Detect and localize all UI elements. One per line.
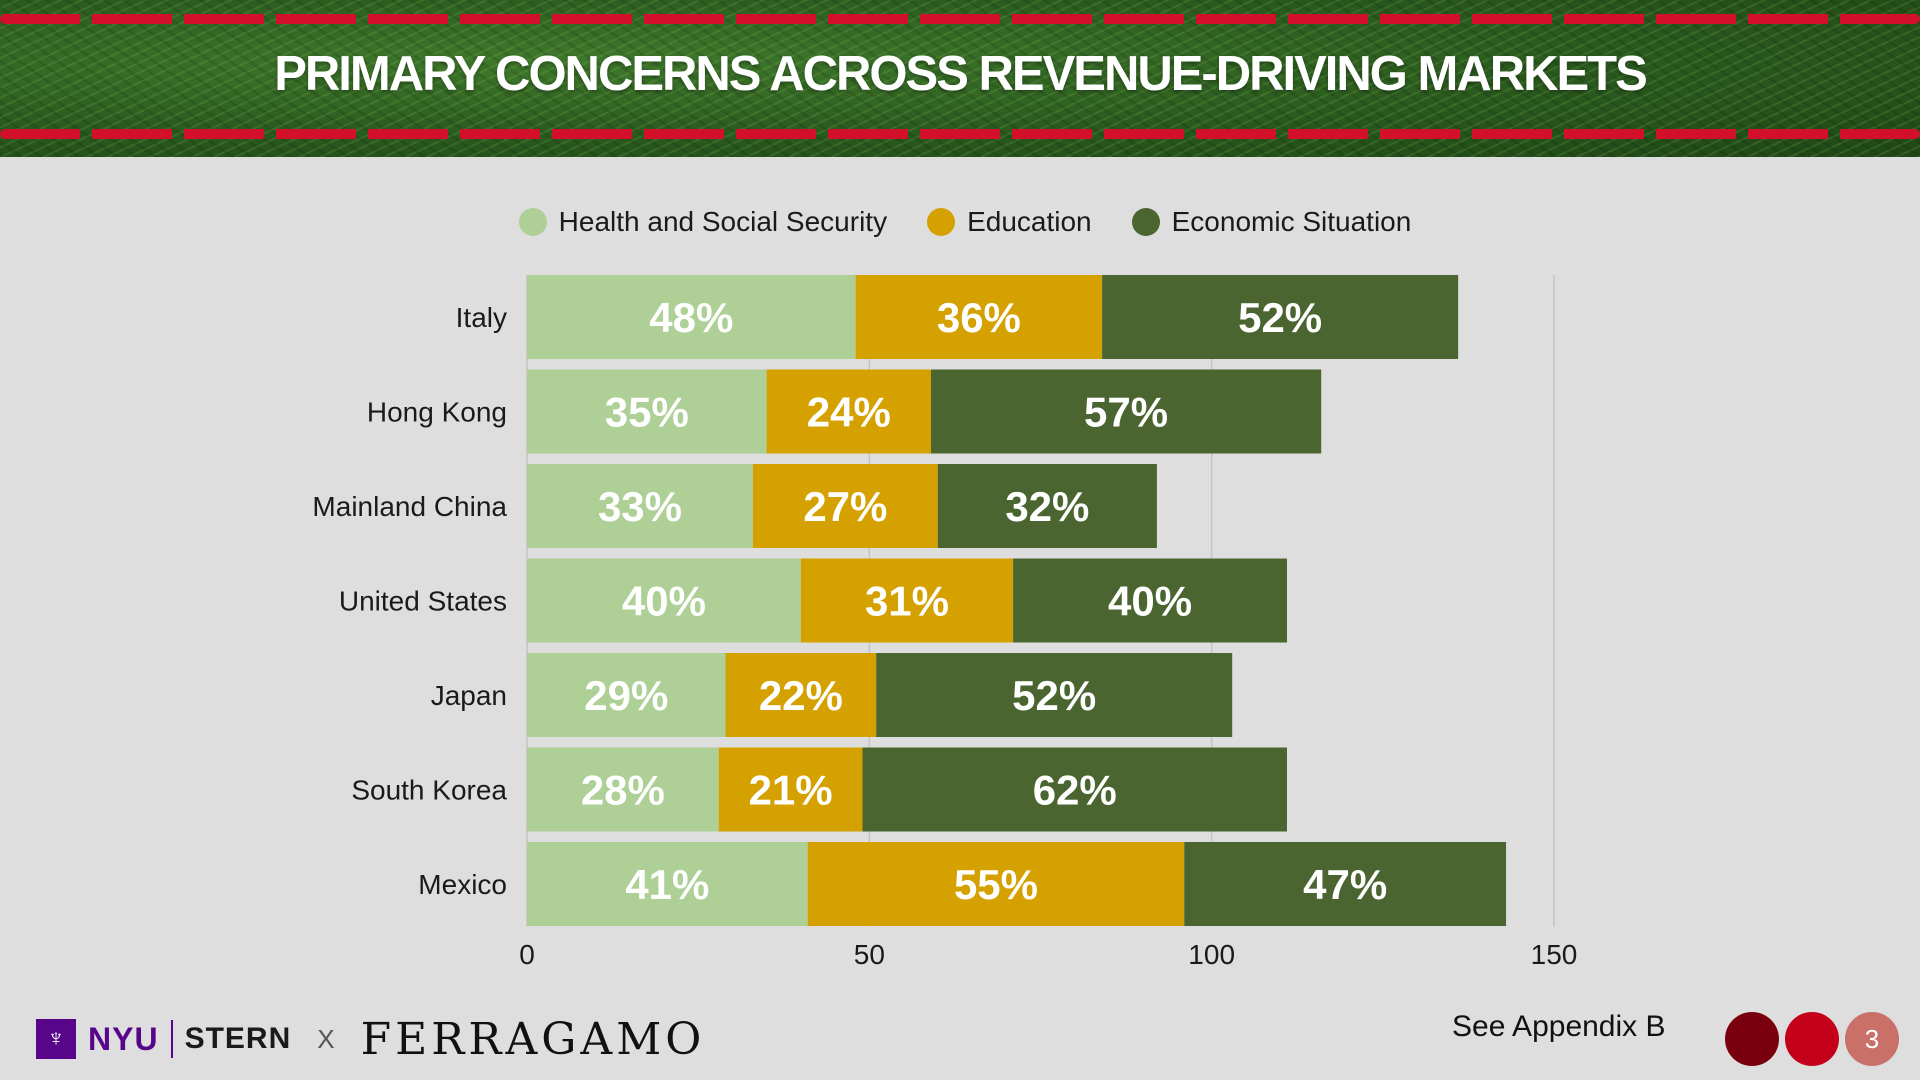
bar-value-label: 28% bbox=[581, 767, 665, 814]
x-tick-label: 150 bbox=[1531, 939, 1578, 970]
category-label: South Korea bbox=[351, 775, 507, 806]
bar-segment bbox=[862, 747, 1287, 832]
bar-value-label: 36% bbox=[937, 294, 1021, 341]
bar-value-label: 52% bbox=[1012, 672, 1096, 719]
bar-segment bbox=[527, 558, 801, 643]
stacked-bar-chart: 0 50 100 150 Italy 48% 36% 52% Hong Kong 35% 24% 57… bbox=[312, 275, 1578, 970]
bar-segment bbox=[752, 464, 938, 548]
nyu-wordmark: NYU bbox=[88, 1020, 159, 1057]
bar-segment bbox=[527, 842, 808, 926]
bar-value-label: 57% bbox=[1084, 389, 1168, 436]
category-label: Mainland China bbox=[312, 491, 507, 522]
x-tick-label: 100 bbox=[1188, 939, 1235, 970]
bar-segment bbox=[527, 747, 719, 832]
bar-value-label: 40% bbox=[622, 578, 706, 625]
bar-segment bbox=[1102, 275, 1459, 359]
x-tick-label: 0 bbox=[519, 939, 535, 970]
decor-circle-dark bbox=[1725, 1012, 1779, 1066]
bar-value-label: 27% bbox=[803, 483, 887, 530]
bar-value-label: 22% bbox=[759, 672, 843, 719]
bar-value-label: 47% bbox=[1303, 861, 1387, 908]
legend-label: Health and Social Security bbox=[558, 206, 888, 237]
bar-value-label: 33% bbox=[598, 483, 682, 530]
bar-segment bbox=[527, 275, 856, 359]
x-tick-label: 50 bbox=[854, 939, 885, 970]
bar-segment bbox=[855, 275, 1103, 359]
bar-value-label: 52% bbox=[1238, 294, 1322, 341]
category-label: Italy bbox=[456, 302, 507, 333]
legend-label: Education bbox=[967, 206, 1092, 237]
bar-value-label: 55% bbox=[954, 861, 1038, 908]
category-label: Hong Kong bbox=[367, 397, 507, 428]
stern-wordmark: STERN bbox=[184, 1022, 292, 1055]
bar-segment bbox=[800, 558, 1014, 643]
bar-segment bbox=[718, 747, 863, 832]
bar-value-label: 31% bbox=[865, 578, 949, 625]
bar-segment bbox=[876, 653, 1233, 737]
bar-value-label: 21% bbox=[749, 767, 833, 814]
decor-circle-red bbox=[1785, 1012, 1839, 1066]
bar-segment bbox=[725, 653, 877, 737]
bar-segment bbox=[930, 369, 1322, 454]
category-label: Japan bbox=[431, 680, 507, 711]
bar-value-label: 24% bbox=[807, 389, 891, 436]
bar-segment bbox=[527, 653, 726, 737]
bar-value-label: 41% bbox=[625, 861, 709, 908]
bar-segment bbox=[1013, 558, 1287, 643]
bar-segment bbox=[766, 369, 931, 454]
bar-value-label: 40% bbox=[1108, 578, 1192, 625]
legend-swatch bbox=[518, 208, 547, 236]
bar-segment bbox=[527, 369, 767, 454]
footer-logo: ♆ NYU STERN X FERRAGAMO bbox=[36, 1013, 706, 1065]
bar-value-label: 35% bbox=[605, 389, 689, 436]
chart-legend: Health and Social Security Education Econo… bbox=[0, 202, 1920, 242]
bar-value-label: 32% bbox=[1005, 483, 1089, 530]
bar-segment bbox=[1184, 842, 1507, 926]
bar-segment bbox=[807, 842, 1185, 926]
appendix-note: See Appendix B bbox=[1452, 1010, 1666, 1043]
ferragamo-wordmark: FERRAGAMO bbox=[360, 1013, 706, 1065]
page-title: PRIMARY CONCERNS ACROSS REVENUE-DRIVING … bbox=[274, 47, 1648, 101]
collab-x: X bbox=[317, 1023, 335, 1054]
bar-segment bbox=[937, 464, 1157, 548]
logo-divider bbox=[170, 1020, 173, 1058]
page-number: 3 bbox=[1845, 1012, 1899, 1066]
banner-dash-border-top bbox=[0, 14, 1920, 24]
nyu-torch-icon: ♆ bbox=[36, 1019, 76, 1059]
legend-item: Economic Situation bbox=[1131, 206, 1412, 238]
legend-item: Education bbox=[927, 206, 1092, 238]
header-banner: PRIMARY CONCERNS ACROSS REVENUE-DRIVING … bbox=[0, 0, 1920, 157]
legend-swatch bbox=[1131, 208, 1160, 236]
bar-value-label: 29% bbox=[584, 672, 668, 719]
bar-value-label: 62% bbox=[1033, 767, 1117, 814]
banner-dash-border-bottom bbox=[0, 129, 1920, 139]
legend-item: Health and Social Security bbox=[518, 206, 888, 238]
category-label: Mexico bbox=[418, 869, 507, 900]
legend-swatch bbox=[927, 208, 956, 236]
legend-label: Economic Situation bbox=[1171, 206, 1412, 237]
bar-value-label: 48% bbox=[649, 294, 733, 341]
bar-segment bbox=[527, 464, 753, 548]
category-label: United States bbox=[339, 586, 507, 617]
